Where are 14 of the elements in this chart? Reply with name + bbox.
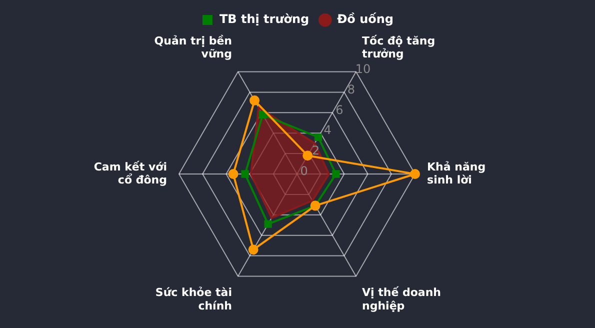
- spoke-label: Cam kết với cổ đông: [94, 160, 167, 186]
- legend-label: Đồ uống: [337, 12, 394, 26]
- spoke-label: Tốc độ tăng trưởng: [362, 34, 436, 61]
- y-tick-label: 2: [312, 144, 320, 158]
- legend-label: TB thị trường: [219, 12, 310, 26]
- spoke-label: Quản trị bền vững: [154, 34, 232, 61]
- y-tick-label: 4: [324, 123, 332, 138]
- spoke-label: Khả năng sinh lời: [427, 160, 486, 186]
- spoke-label: Sức khỏe tài chính: [155, 286, 232, 312]
- spoke-label: Vị thế doanh nghiệp: [362, 286, 442, 312]
- y-tick-label: 8: [347, 82, 356, 96]
- y-tick-label: 6: [336, 102, 344, 117]
- y-tick-label: 0: [300, 164, 308, 178]
- y-tick-label: 10: [355, 62, 371, 76]
